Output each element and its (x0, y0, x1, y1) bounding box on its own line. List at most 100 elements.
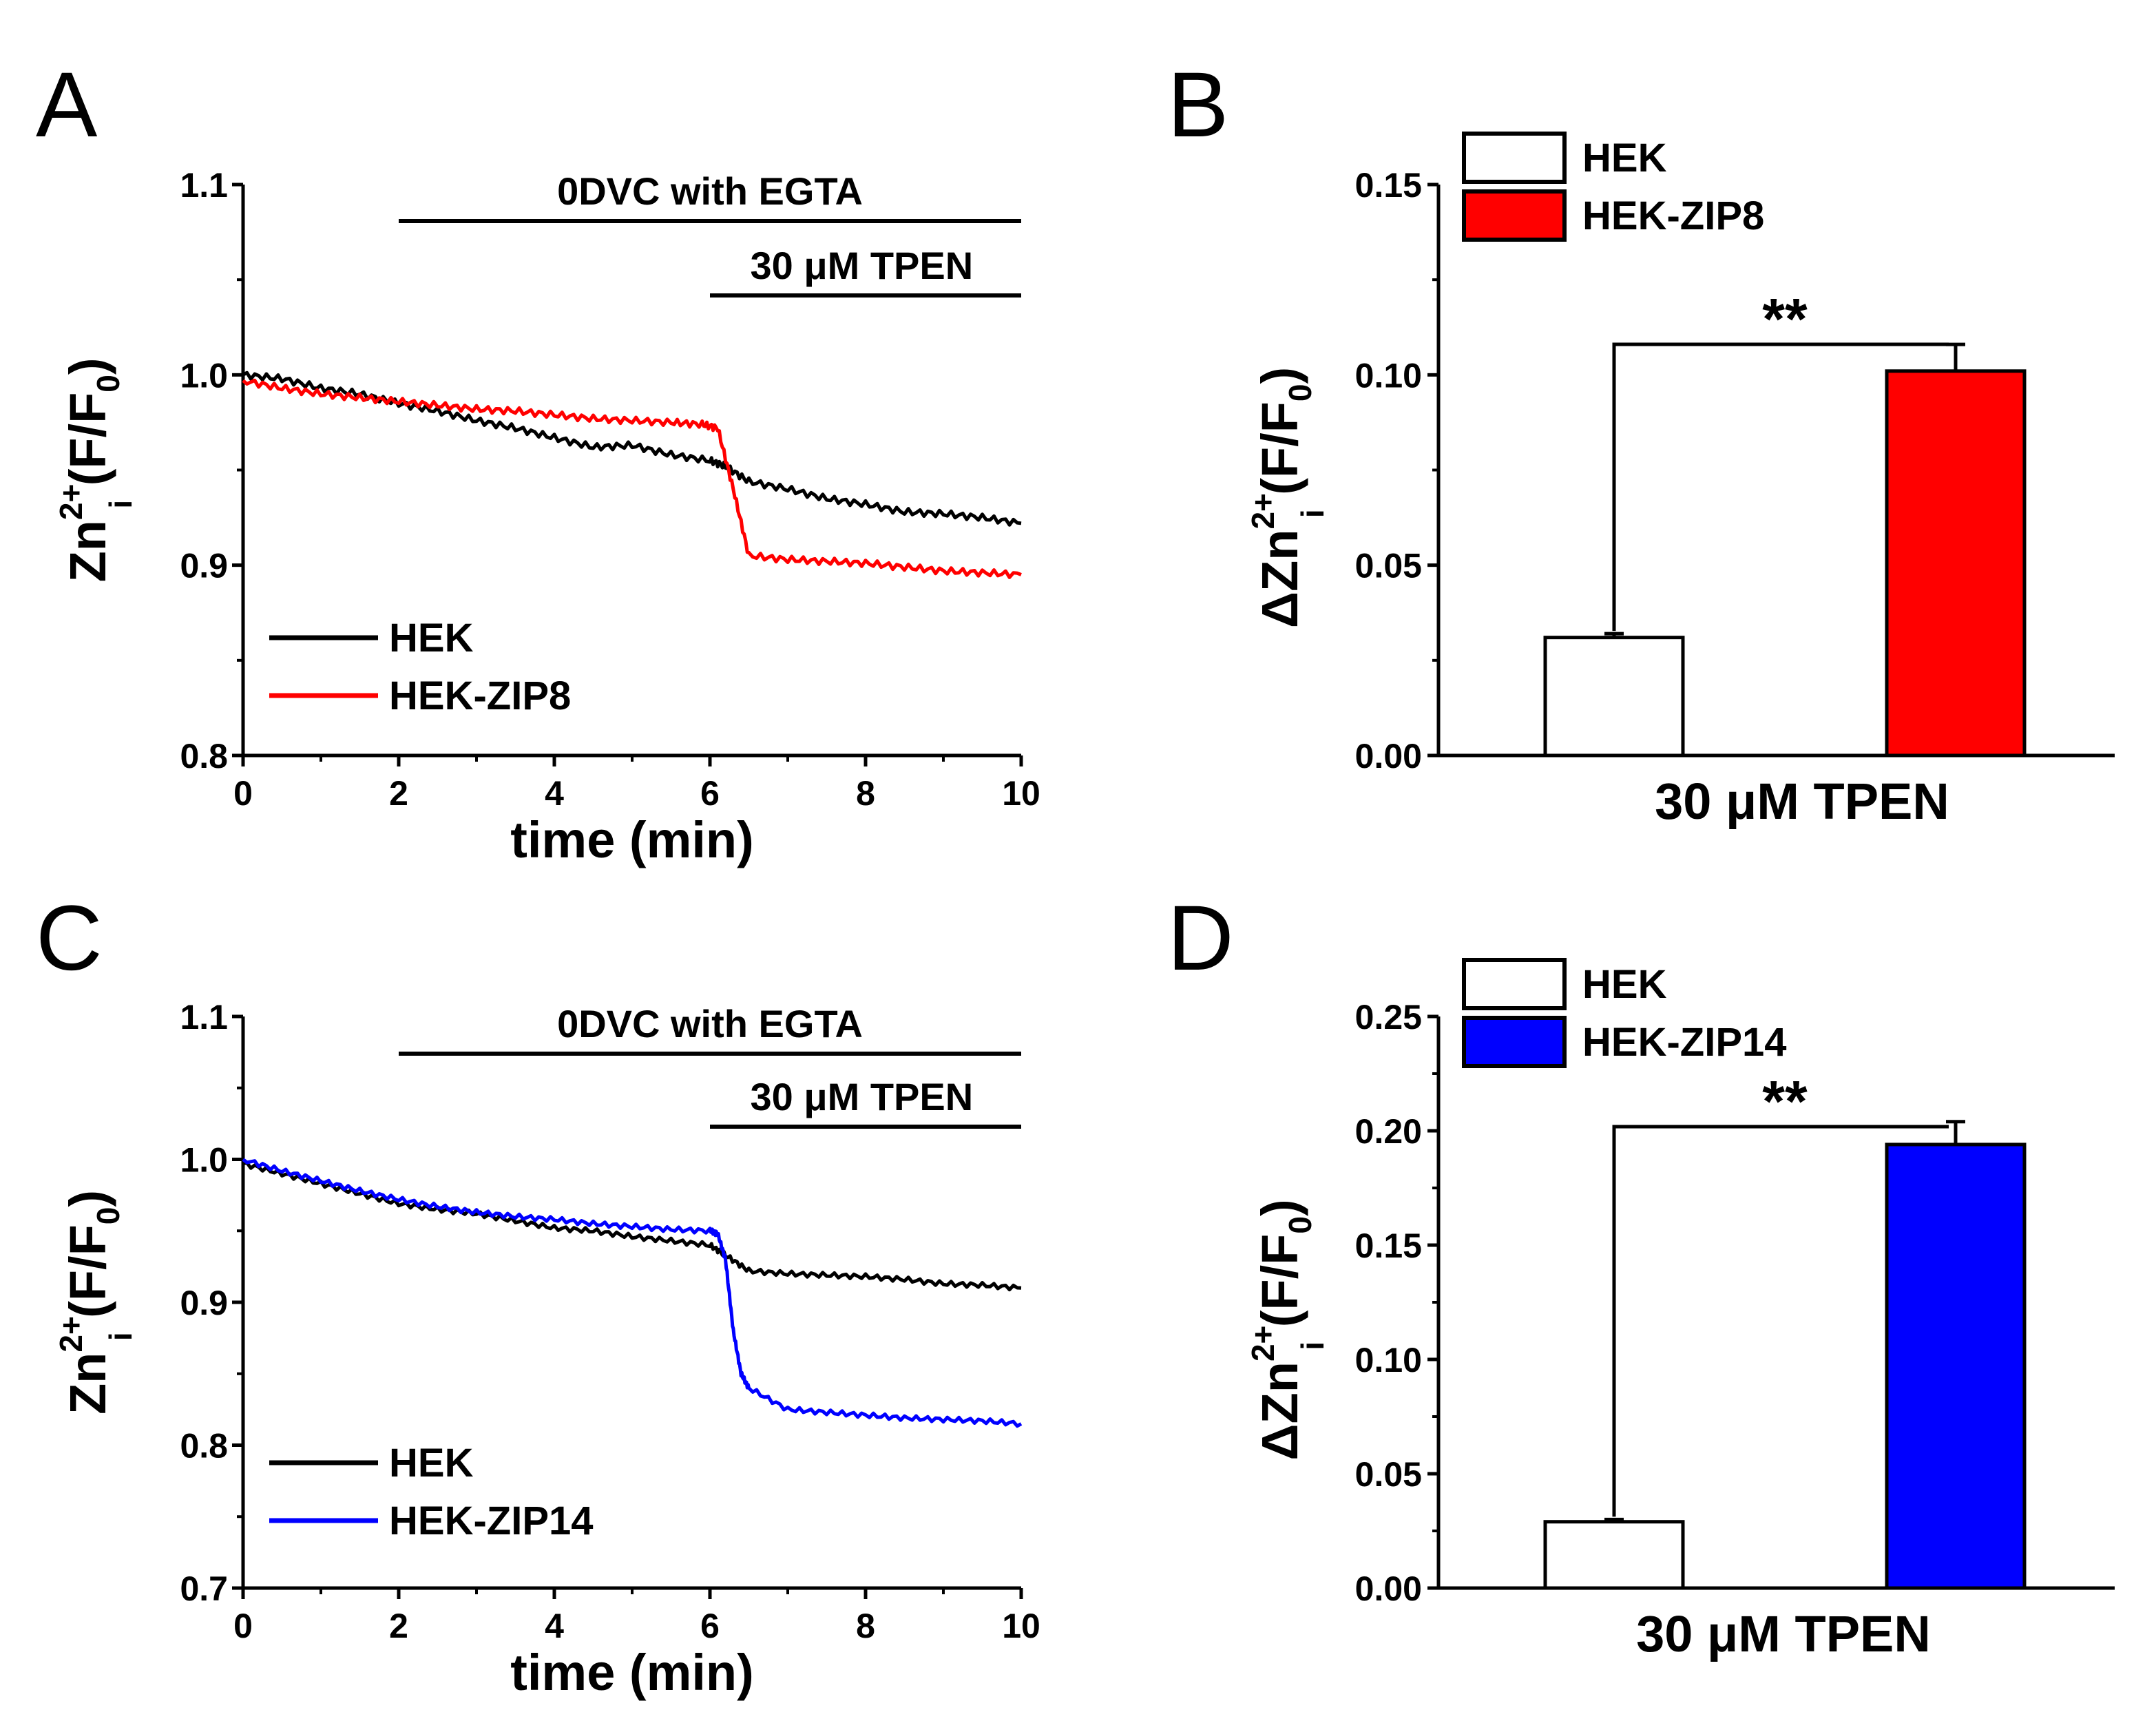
y-tick-label: 1.0 (180, 1141, 228, 1180)
bar-hek-zip8 (1885, 369, 2027, 758)
y-tick-label: 1.0 (180, 356, 228, 395)
y-axis-title-rest-sub: 0 (1282, 1216, 1318, 1234)
y-axis-title-sub: i (103, 1332, 138, 1341)
y-axis-title-sup: 2+ (1245, 493, 1281, 529)
y-axis-title: Zn2+ i (F/F0) (53, 1190, 138, 1415)
y-tick-label: 0.9 (180, 1284, 228, 1322)
x-tick-label: 8 (856, 1607, 875, 1645)
legend-label: HEK (1582, 136, 1667, 180)
y-tick-label: 1.1 (180, 166, 228, 205)
legend-swatch-hek-zip14 (1462, 1016, 1567, 1068)
legend-label: HEK-ZIP8 (1582, 194, 1764, 238)
y-tick-label: 0.7 (180, 1569, 228, 1608)
y-axis-title-rest: (F/F (1251, 1234, 1308, 1342)
x-tick-label: 8 (856, 774, 875, 813)
legend-swatch-hek (1462, 132, 1567, 184)
y-axis-title-sup: 2+ (53, 1316, 89, 1352)
significance-label: ** (1762, 1069, 1808, 1134)
y-tick-label: 0.05 (1355, 1455, 1422, 1494)
y-axis-title-base: Zn (59, 1353, 116, 1415)
y-axis-title-rest-sub: 0 (90, 1207, 126, 1225)
x-tick-label: 10 (1002, 1607, 1040, 1645)
y-tick-label: 0.8 (180, 737, 228, 775)
y-axis-title-sup: 2+ (53, 484, 89, 520)
panel-label: C (36, 887, 103, 990)
y-axis-title-rest-sub: 0 (90, 375, 126, 393)
annotation-label: 0DVC with EGTA (557, 169, 863, 213)
y-axis-title-sub: i (1295, 509, 1330, 518)
y-tick-label: 1.1 (180, 998, 228, 1036)
x-tick-label: 6 (700, 1607, 720, 1645)
legend-label: HEK-ZIP14 (1582, 1020, 1787, 1065)
x-axis-title: time (min) (510, 811, 754, 868)
legend-swatch-hek (1462, 958, 1567, 1010)
bar-hek (1543, 1520, 1685, 1590)
panel-c: C 0 2 4 6 8 10 0.7 0.8 0.9 1.0 1.1 time (min) Zn2+ i (… (36, 887, 1040, 1701)
bar-hek (1543, 636, 1685, 758)
legend-swatch-hek-zip8 (1462, 189, 1567, 242)
y-axis-title-rest: (F/F (59, 393, 116, 500)
y-axis-title-base: Zn (1251, 530, 1308, 592)
x-tick-label: 4 (545, 1607, 564, 1645)
y-axis-title-base: Zn (59, 520, 116, 582)
legend-label: HEK (389, 1441, 474, 1485)
y-axis-title-sub: i (1295, 1342, 1330, 1350)
x-tick-label: 4 (545, 774, 564, 813)
legend-label: HEK (389, 616, 474, 660)
y-axis-title-close: ) (1251, 1199, 1308, 1216)
y-axis-title-base: Zn (1251, 1361, 1308, 1423)
panel-label: B (1167, 54, 1228, 156)
annotation-label: 30 μM TPEN (751, 244, 974, 287)
y-tick-label: 0.15 (1355, 166, 1422, 205)
y-tick-label: 0.10 (1355, 356, 1422, 395)
x-tick-label: 2 (389, 1607, 408, 1645)
annotation-label: 0DVC with EGTA (557, 1002, 863, 1045)
y-tick-label: 0.9 (180, 547, 228, 585)
y-axis-title-rest-sub: 0 (1282, 384, 1318, 402)
legend-label: HEK-ZIP8 (389, 674, 571, 718)
panel-label: A (36, 54, 98, 156)
y-tick-label: 0.20 (1355, 1112, 1422, 1151)
legend-label: HEK-ZIP14 (389, 1499, 594, 1543)
y-tick-label: 0.00 (1355, 1569, 1422, 1608)
y-axis-title: ΔZn2+ i (F/F0) (1245, 1199, 1330, 1460)
y-axis-title-rest: (F/F (1251, 401, 1308, 509)
y-axis-title-rest: (F/F (59, 1224, 116, 1332)
y-axis-title-sub: i (103, 500, 138, 509)
panel-a: A 0 2 4 6 8 10 0.8 0.9 1.0 1.1 time (min) Zn2+ i (F/F… (36, 54, 1040, 868)
y-axis-title-close: ) (1251, 367, 1308, 384)
x-tick-label: 2 (389, 774, 408, 813)
y-tick-label: 0.8 (180, 1427, 228, 1465)
x-axis-title: 30 μM TPEN (1655, 773, 1949, 830)
y-axis-title: Zn2+ i (F/F0) (53, 357, 138, 582)
panel-label: D (1167, 887, 1234, 990)
series-line-hek-zip8 (242, 378, 1022, 579)
y-axis-title-sup: 2+ (1245, 1326, 1281, 1361)
y-axis-title-close: ) (59, 1190, 116, 1207)
x-axis-title: time (min) (510, 1644, 754, 1701)
y-axis-title-prefix: Δ (1251, 592, 1308, 628)
series-line-hek (242, 371, 1022, 527)
legend-label: HEK (1582, 962, 1667, 1007)
panel-d: D 0.00 0.05 0.10 0.15 0.20 0.25 30 μM TPEN ΔZn2+… (1167, 887, 2115, 1662)
x-tick-label: 0 (233, 774, 253, 813)
series-line-hek (242, 1160, 1022, 1292)
y-tick-label: 0.05 (1355, 547, 1422, 585)
x-tick-label: 0 (233, 1607, 253, 1645)
panel-b: B 0.00 0.05 0.10 0.15 30 μM TPEN ΔZn2+ i (F/F0)… (1167, 54, 2115, 830)
x-tick-label: 10 (1002, 774, 1040, 813)
y-axis-title: ΔZn2+ i (F/F0) (1245, 367, 1330, 628)
significance-bracket (1612, 1125, 1949, 1517)
series-line-hek-zip14 (242, 1158, 1023, 1428)
y-tick-label: 0.10 (1355, 1341, 1422, 1379)
significance-bracket (1612, 342, 1949, 632)
y-axis-title-close: ) (59, 357, 116, 375)
y-tick-label: 0.00 (1355, 737, 1422, 775)
bar-hek-zip14 (1885, 1143, 2027, 1590)
y-axis-title-prefix: Δ (1251, 1423, 1308, 1460)
y-tick-label: 0.25 (1355, 998, 1422, 1036)
annotation-label: 30 μM TPEN (751, 1075, 974, 1118)
significance-label: ** (1762, 286, 1808, 351)
